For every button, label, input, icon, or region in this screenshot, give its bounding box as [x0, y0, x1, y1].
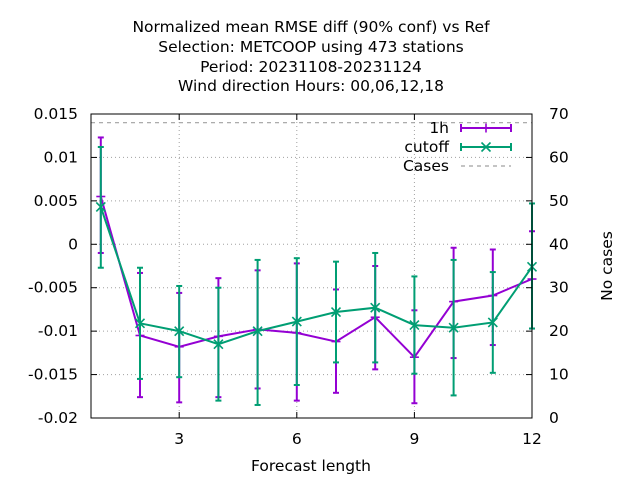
- legend-label: cutoff: [404, 138, 449, 156]
- data-point: [174, 326, 185, 337]
- series-line: [99, 196, 533, 359]
- data-point: [213, 339, 224, 350]
- plot-frame: [90, 113, 533, 419]
- y2-axis-label: No cases: [598, 231, 616, 301]
- y2-tick-label: 70: [549, 105, 569, 123]
- grid: [91, 114, 532, 418]
- data-point: [330, 306, 342, 318]
- x-tick-label: 12: [522, 430, 542, 448]
- legend-marker: [480, 141, 492, 153]
- data-point: [252, 326, 263, 337]
- title-line-2: Selection: METCOOP using 473 stations: [158, 38, 464, 56]
- y-tick-label: -0.015: [28, 366, 78, 384]
- data-point: [370, 302, 381, 313]
- data-point: [409, 319, 420, 331]
- error-bar: [254, 258, 261, 406]
- y2-tick-label: 10: [549, 366, 569, 384]
- data-point: [95, 201, 106, 213]
- y2-tick-label: 0: [549, 409, 559, 427]
- series-cutoff: [95, 146, 538, 406]
- series-line: [99, 206, 533, 346]
- y2-tick-label: 40: [549, 235, 569, 253]
- data-point: [291, 316, 302, 327]
- axis-ticks: 3 6 9 12 0.015 0.01 0.005 0 -0.005 -0.01 -0.015 -0.…: [28, 105, 569, 448]
- legend-label: Cases: [403, 157, 449, 175]
- y-tick-label: 0.015: [34, 105, 78, 123]
- x-tick-label: 3: [174, 430, 184, 448]
- y-tick-label: 0: [68, 235, 78, 253]
- data-point: [134, 318, 146, 329]
- y-tick-label: -0.005: [28, 279, 78, 297]
- x-tick-label: 9: [409, 430, 419, 448]
- title-line-4: Wind direction Hours: 00,06,12,18: [178, 77, 444, 95]
- y2-tick-label: 50: [549, 192, 569, 210]
- series-1h: [96, 136, 537, 405]
- y2-tick-label: 30: [549, 279, 569, 297]
- y2-tick-label: 60: [549, 148, 569, 166]
- title-line-1: Normalized mean RMSE diff (90% conf) vs …: [132, 18, 490, 36]
- legend-marker: [481, 123, 491, 133]
- y2-tick-label: 20: [549, 322, 569, 340]
- x-axis-label: Forecast length: [251, 457, 371, 475]
- y-tick-label: -0.01: [38, 322, 78, 340]
- y-tick-label: 0.01: [43, 148, 78, 166]
- title-line-3: Period: 20231108-20231124: [200, 58, 422, 76]
- y-tick-label: -0.02: [38, 409, 78, 427]
- data-series: [95, 136, 538, 406]
- chart-title: Normalized mean RMSE diff (90% conf) vs …: [132, 18, 490, 95]
- y-tick-label: 0.005: [34, 192, 78, 210]
- data-point: [487, 317, 498, 328]
- legend-label: 1h: [429, 119, 449, 137]
- data-point: [448, 322, 459, 333]
- x-tick-label: 6: [292, 430, 302, 448]
